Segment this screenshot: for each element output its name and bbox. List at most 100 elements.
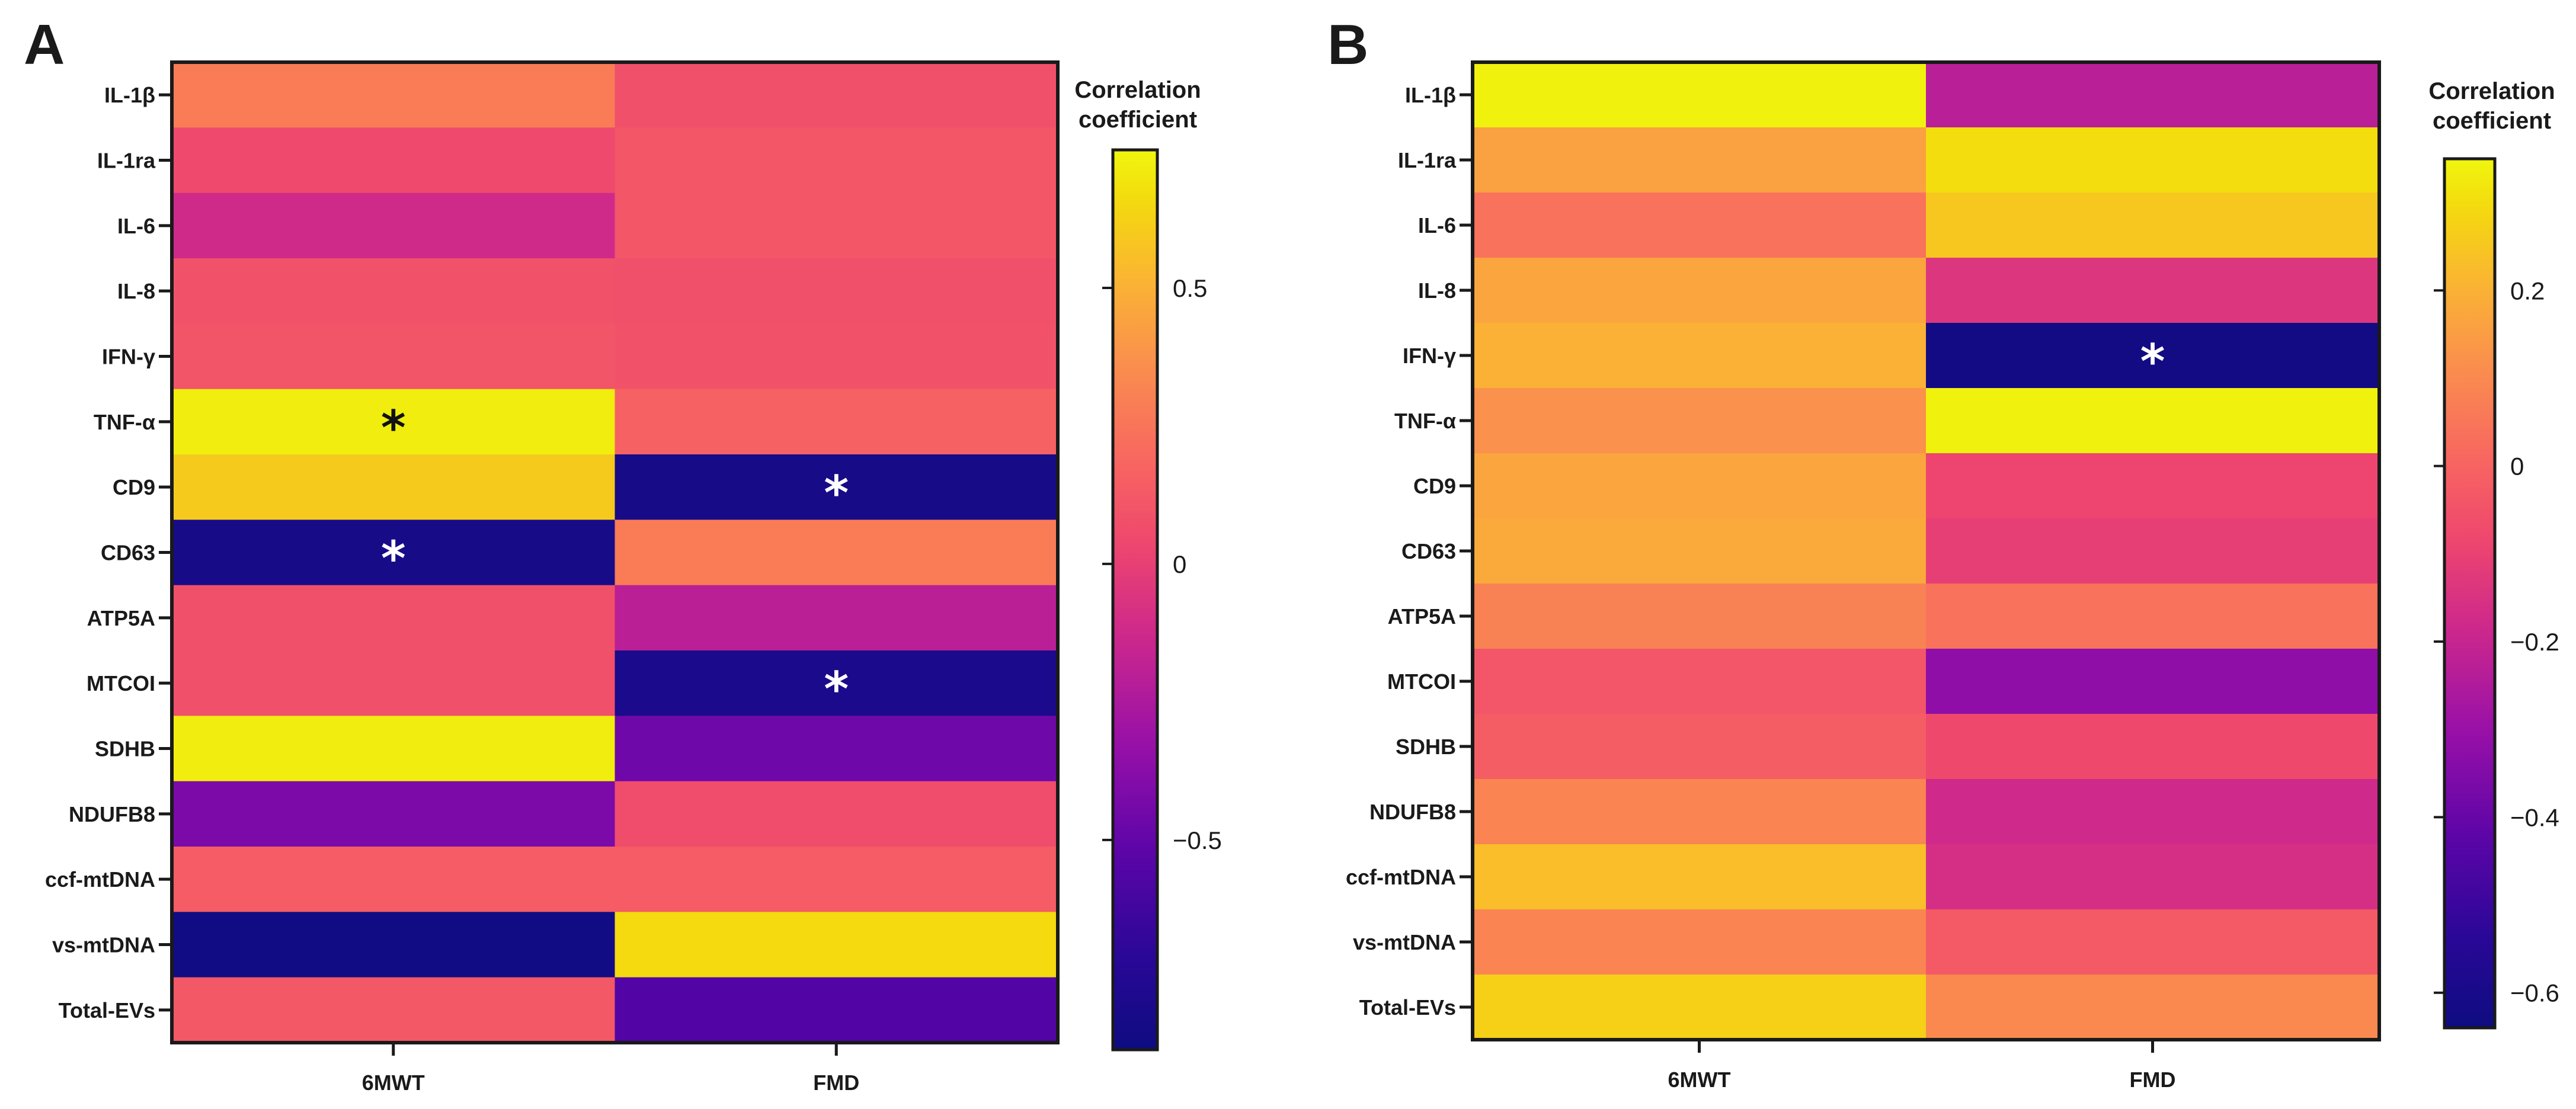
row-label: IL-1β: [1405, 83, 1456, 107]
heatmap-cell: [172, 977, 616, 1043]
heatmap-cell: [1926, 844, 2380, 910]
heatmap-cell: [172, 912, 616, 978]
colorbar-title: Correlation: [1074, 77, 1201, 103]
colorbar-title: coefficient: [2433, 108, 2551, 134]
heatmap-cell: [1926, 258, 2380, 323]
row-label: Total-EVs: [1359, 995, 1456, 1020]
row-label: CD9: [113, 475, 155, 499]
heatmap-cell: [615, 912, 1058, 978]
heatmap-cell: [1926, 714, 2380, 780]
row-label: IL-1β: [104, 83, 155, 107]
row-label: SDHB: [95, 737, 155, 761]
heatmap-cell: [1473, 388, 1927, 454]
row-label: CD9: [1413, 474, 1456, 498]
heatmap-cell: [172, 585, 616, 651]
colorbar-tick-label: 0: [1173, 550, 1186, 578]
significance-marker: *: [381, 400, 406, 456]
column-label: FMD: [2130, 1068, 2176, 1092]
row-label: IL-6: [117, 214, 155, 238]
heatmap-cell: [615, 127, 1058, 194]
heatmap-cell: [1473, 62, 1927, 128]
heatmap-cell: [1926, 584, 2380, 649]
row-label: ATP5A: [87, 606, 155, 630]
row-label: MTCOI: [1387, 669, 1456, 694]
heatmap-cell: [1926, 62, 2380, 128]
panel-label: B: [1327, 13, 1368, 76]
heatmap-cell: [615, 323, 1058, 390]
row-label: NDUFB8: [1369, 800, 1456, 824]
row-label: CD63: [101, 541, 155, 565]
row-label: NDUFB8: [69, 802, 155, 826]
colorbar-title: Correlation: [2428, 78, 2555, 104]
colorbar-tick-label: 0: [2510, 453, 2524, 480]
heatmap-cell: [172, 323, 616, 390]
row-label: IL-6: [1418, 213, 1456, 238]
colorbar-tick-label: −0.6: [2510, 979, 2559, 1007]
heatmap-cell: [172, 193, 616, 259]
heatmap-cell: [1473, 258, 1927, 323]
heatmap-cell: [1473, 584, 1927, 649]
colorbar-title: coefficient: [1079, 107, 1197, 133]
heatmap-cell: [1926, 323, 2380, 389]
heatmap-cell: [615, 62, 1058, 128]
row-label: IL-8: [117, 279, 155, 303]
heatmap-cell: [172, 454, 616, 520]
heatmap-cell: [172, 62, 616, 128]
row-label: MTCOI: [87, 671, 155, 695]
significance-marker: *: [381, 531, 406, 586]
heatmap-cell: [615, 585, 1058, 651]
heatmap-cell: [172, 389, 616, 455]
colorbar-tick-label: 0.2: [2510, 277, 2545, 305]
heatmap-cell: [1926, 518, 2380, 584]
heatmap-cell: [1926, 779, 2380, 845]
significance-marker: *: [824, 662, 849, 717]
row-label: SDHB: [1396, 735, 1456, 759]
heatmap-cell: [1473, 193, 1927, 258]
heatmap-cell: [615, 716, 1058, 782]
colorbar-tick-label: −0.5: [1173, 826, 1222, 854]
heatmap-cell: [1926, 453, 2380, 519]
heatmap-cell: [615, 650, 1058, 716]
heatmap-cell: [615, 520, 1058, 586]
row-label: vs-mtDNA: [52, 933, 155, 957]
heatmap-cell: [1926, 193, 2380, 258]
heatmap-cell: [1473, 844, 1927, 910]
heatmap-cell: [1926, 909, 2380, 975]
heatmap-cell: [172, 650, 616, 716]
heatmap-cell: [615, 454, 1058, 520]
colorbar-tick-label: −0.2: [2510, 628, 2559, 656]
heatmap-cell: [172, 258, 616, 324]
heatmap-cell: [1473, 975, 1927, 1040]
panel-a: A * * * * IL-1β IL-1ra IL-6 IL-8 IFN-γ TNF-α CD9 CD6…: [24, 13, 1222, 1095]
row-label: IL-1ra: [1398, 148, 1457, 172]
heatmap-cell: [1473, 909, 1927, 975]
heatmap-cell: [172, 127, 616, 194]
row-label: TNF-α: [94, 410, 155, 434]
colorbar: [1111, 148, 1159, 1052]
column-label: FMD: [813, 1070, 859, 1095]
colorbar: [2443, 157, 2497, 1030]
significance-marker: *: [2140, 334, 2165, 389]
heatmap-cell: [1926, 127, 2380, 193]
column-label: 6MWT: [1668, 1068, 1731, 1092]
row-label: TNF-α: [1394, 409, 1456, 433]
row-label: ccf-mtDNA: [45, 867, 155, 892]
row-label: IL-1ra: [97, 149, 156, 173]
panel-label: A: [24, 13, 65, 76]
column-label: 6MWT: [362, 1070, 425, 1095]
heatmap-cell: [172, 847, 616, 912]
heatmap-cell: [615, 389, 1058, 455]
row-label: IFN-γ: [102, 345, 155, 369]
heatmap-cell: [615, 781, 1058, 847]
row-label: ccf-mtDNA: [1346, 865, 1456, 889]
heatmap-cell: [1473, 453, 1927, 519]
heatmap-cell: [615, 847, 1058, 912]
heatmap-cell: [1473, 127, 1927, 193]
heatmap-cell: [172, 520, 616, 586]
colorbar-tick-label: −0.4: [2510, 803, 2559, 831]
heatmap-cell: [1473, 518, 1927, 584]
heatmap-cell: [615, 977, 1058, 1043]
colorbar-tick-label: 0.5: [1173, 274, 1207, 302]
heatmap-cell: [1473, 323, 1927, 389]
